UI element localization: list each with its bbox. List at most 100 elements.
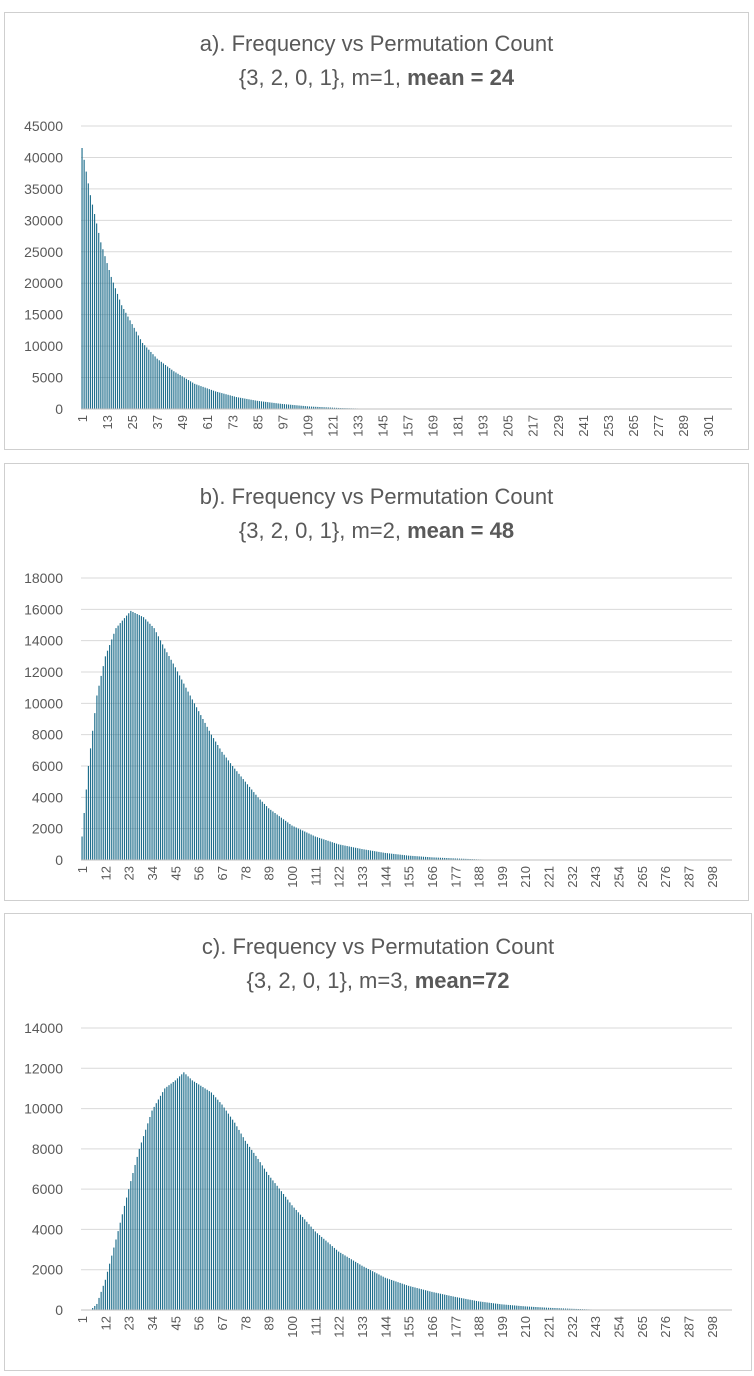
x-tick-label: 243 bbox=[588, 1316, 603, 1338]
bar bbox=[244, 398, 246, 409]
bar bbox=[467, 1299, 469, 1310]
bar bbox=[212, 738, 215, 860]
bar bbox=[369, 850, 372, 860]
bar bbox=[98, 685, 100, 860]
bar bbox=[380, 1275, 382, 1310]
bar bbox=[160, 361, 162, 409]
bar bbox=[94, 713, 96, 860]
bar bbox=[240, 397, 242, 409]
bar bbox=[412, 1286, 414, 1310]
x-tick-label: 56 bbox=[192, 1316, 207, 1330]
bar bbox=[312, 1229, 314, 1310]
bar bbox=[501, 1304, 503, 1310]
bar bbox=[452, 1296, 454, 1310]
x-tick-label: 111 bbox=[308, 1316, 323, 1336]
bar bbox=[367, 850, 369, 860]
bar bbox=[308, 1224, 310, 1310]
bar bbox=[251, 1149, 253, 1310]
x-tick-label: 89 bbox=[262, 866, 277, 880]
bar bbox=[270, 809, 272, 860]
bar bbox=[395, 854, 397, 860]
bar bbox=[433, 857, 435, 860]
bar bbox=[338, 407, 340, 409]
bar bbox=[306, 832, 308, 860]
bar bbox=[268, 1175, 270, 1310]
x-tick-label: 199 bbox=[495, 866, 510, 888]
bar bbox=[244, 781, 246, 860]
bar bbox=[480, 1301, 482, 1310]
x-tick-label: 177 bbox=[448, 866, 463, 888]
x-tick-label: 298 bbox=[705, 866, 720, 888]
y-tick-label: 40000 bbox=[24, 149, 63, 165]
bar bbox=[255, 1155, 257, 1310]
bar bbox=[96, 1303, 98, 1310]
bar bbox=[234, 768, 236, 860]
x-tick-label: 12 bbox=[98, 1316, 113, 1330]
bar bbox=[272, 1180, 274, 1310]
bar bbox=[393, 1280, 395, 1310]
bar bbox=[431, 857, 433, 860]
x-tick-label: 111 bbox=[308, 866, 323, 886]
bar bbox=[289, 823, 291, 860]
bar bbox=[448, 858, 450, 860]
bar bbox=[380, 852, 382, 860]
chart-title-mean: mean = 24 bbox=[407, 65, 515, 90]
bar bbox=[198, 385, 200, 409]
bar bbox=[145, 1129, 147, 1310]
y-tick-label: 4000 bbox=[32, 789, 63, 805]
x-tick-label: 122 bbox=[332, 866, 347, 888]
bar bbox=[458, 858, 461, 860]
bar bbox=[133, 327, 135, 409]
bar bbox=[537, 1307, 539, 1310]
bar bbox=[119, 623, 121, 860]
bar bbox=[352, 847, 355, 860]
x-tick-label: 67 bbox=[215, 1316, 230, 1330]
bar bbox=[168, 1085, 170, 1310]
bar bbox=[157, 636, 159, 860]
bar bbox=[142, 1136, 145, 1310]
bar bbox=[87, 766, 90, 860]
bar bbox=[327, 1242, 329, 1310]
bar bbox=[302, 405, 304, 409]
bar bbox=[100, 675, 102, 860]
bar bbox=[131, 324, 133, 409]
x-tick-label: 243 bbox=[588, 866, 603, 888]
bar bbox=[279, 403, 281, 409]
bar bbox=[221, 393, 223, 409]
bar bbox=[257, 1158, 259, 1310]
bar bbox=[461, 1298, 463, 1310]
bar bbox=[170, 1083, 172, 1310]
bar bbox=[325, 840, 327, 860]
bar bbox=[125, 312, 127, 409]
bar bbox=[185, 1074, 187, 1310]
y-tick-label: 2000 bbox=[32, 1262, 63, 1278]
bar bbox=[386, 853, 388, 860]
bar bbox=[106, 1271, 109, 1310]
y-tick-label: 15000 bbox=[24, 307, 63, 323]
x-tick-label: 289 bbox=[676, 415, 691, 437]
bar bbox=[329, 841, 331, 860]
bar bbox=[191, 699, 193, 860]
bar bbox=[187, 1076, 189, 1310]
bar bbox=[111, 1255, 113, 1310]
y-tick-label: 0 bbox=[55, 852, 63, 868]
bar bbox=[296, 405, 298, 409]
y-tick-label: 10000 bbox=[24, 1101, 63, 1117]
chart-title-line2: {3, 2, 0, 1}, m=1, mean = 24 bbox=[5, 61, 748, 95]
bar bbox=[312, 835, 314, 860]
bar bbox=[297, 828, 299, 860]
bar bbox=[176, 1078, 179, 1310]
x-tick-label: 100 bbox=[285, 866, 300, 888]
bar bbox=[136, 614, 138, 860]
bar bbox=[314, 1231, 316, 1310]
bar bbox=[253, 792, 255, 860]
bar bbox=[505, 1304, 507, 1310]
x-tick-label: 241 bbox=[576, 415, 591, 437]
bar bbox=[148, 349, 150, 409]
bar bbox=[223, 1107, 225, 1310]
bar bbox=[416, 856, 418, 860]
bar bbox=[522, 1306, 524, 1310]
bar bbox=[414, 1287, 416, 1310]
bar bbox=[422, 1289, 425, 1310]
y-tick-label: 0 bbox=[55, 1302, 63, 1318]
